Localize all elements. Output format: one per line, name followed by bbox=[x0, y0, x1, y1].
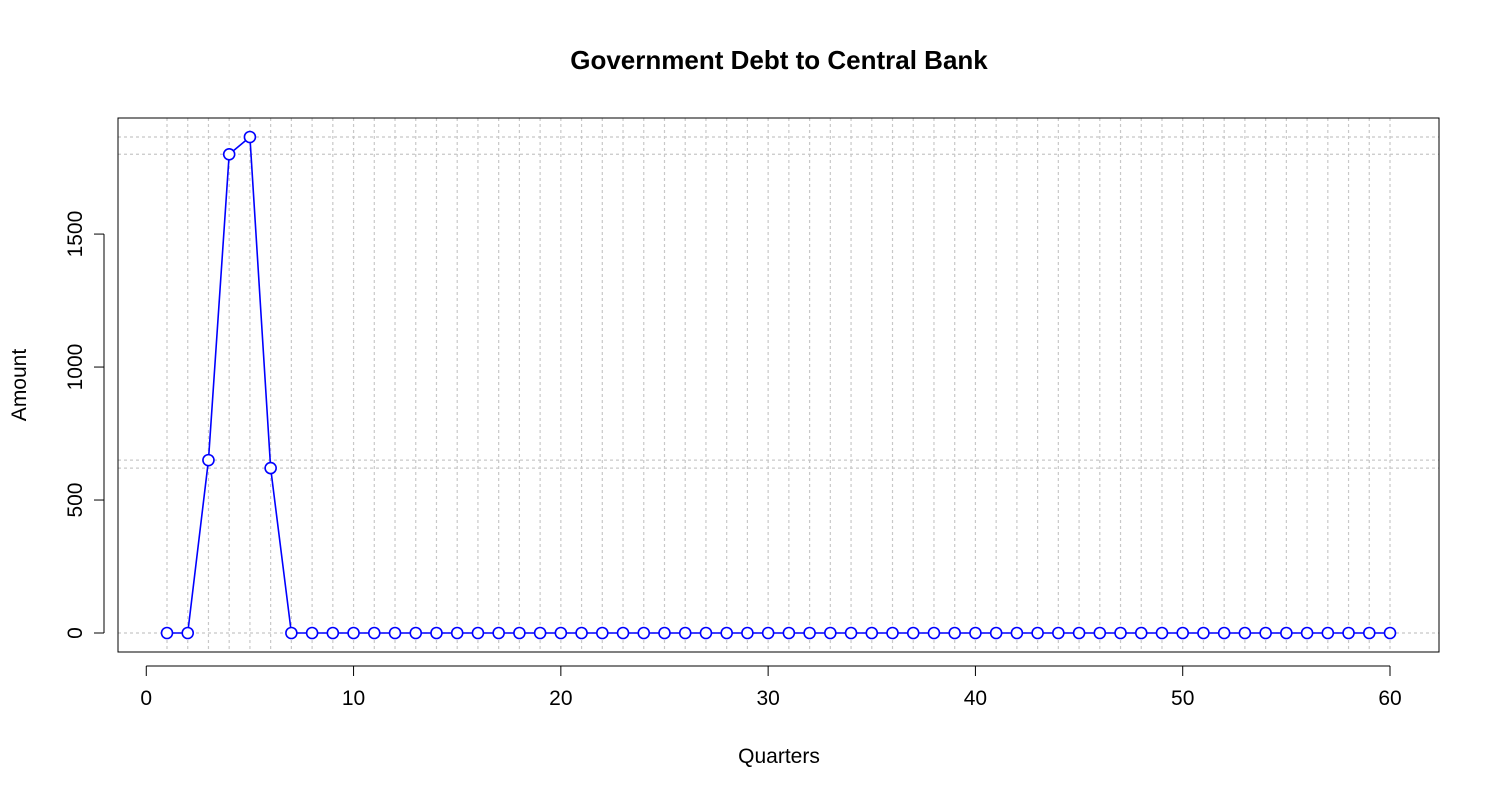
data-point bbox=[430, 626, 443, 640]
data-point bbox=[160, 626, 174, 640]
data-point bbox=[948, 626, 961, 640]
x-tick-label: 10 bbox=[342, 687, 365, 710]
plot-frame bbox=[117, 117, 1440, 653]
data-point bbox=[471, 626, 485, 640]
series-points-layer bbox=[160, 130, 1397, 640]
data-point bbox=[720, 626, 733, 640]
y-tick-label: 1000 bbox=[64, 344, 87, 391]
data-point bbox=[1383, 626, 1397, 640]
data-point bbox=[1134, 626, 1148, 640]
data-point bbox=[761, 626, 775, 640]
x-tick-label: 0 bbox=[140, 687, 152, 710]
data-point bbox=[699, 626, 713, 640]
data-point bbox=[596, 626, 609, 640]
x-axis: 0 10 20 30 40 50 60 bbox=[140, 665, 1402, 710]
data-point bbox=[450, 626, 464, 640]
y-tick-label: 500 bbox=[64, 483, 87, 518]
chart-title: Government Debt to Central Bank bbox=[570, 45, 988, 75]
data-point bbox=[575, 626, 588, 640]
data-point bbox=[285, 626, 298, 640]
data-point bbox=[1259, 626, 1272, 640]
y-axis-title: Amount bbox=[8, 349, 31, 422]
data-point bbox=[513, 626, 526, 640]
data-point bbox=[844, 626, 858, 640]
data-point bbox=[1342, 626, 1355, 640]
data-point bbox=[492, 626, 505, 640]
data-point bbox=[824, 626, 837, 640]
data-point bbox=[367, 626, 381, 640]
data-point bbox=[1176, 626, 1190, 640]
grid bbox=[118, 118, 1439, 652]
data-point bbox=[554, 626, 568, 640]
data-point bbox=[1300, 626, 1314, 640]
x-tick-label: 60 bbox=[1378, 687, 1401, 710]
data-point bbox=[906, 626, 920, 640]
data-point bbox=[1114, 626, 1127, 640]
data-point bbox=[1321, 626, 1335, 640]
data-point bbox=[637, 626, 651, 640]
data-point bbox=[533, 626, 547, 640]
data-point bbox=[1155, 626, 1169, 640]
data-point bbox=[803, 626, 816, 640]
data-point bbox=[264, 461, 277, 475]
data-point bbox=[616, 626, 630, 640]
data-point bbox=[1362, 626, 1376, 640]
data-point bbox=[927, 626, 941, 640]
data-point bbox=[1238, 626, 1252, 640]
data-point bbox=[347, 626, 360, 640]
data-point bbox=[678, 626, 692, 640]
data-point bbox=[865, 626, 879, 640]
data-point bbox=[782, 626, 796, 640]
data-point bbox=[658, 626, 671, 640]
data-point bbox=[989, 626, 1003, 640]
x-axis-title: Quarters bbox=[738, 745, 820, 768]
data-point bbox=[388, 626, 402, 640]
data-point bbox=[409, 626, 423, 640]
data-point bbox=[222, 147, 236, 161]
data-point bbox=[326, 626, 340, 640]
data-point bbox=[1197, 626, 1210, 640]
series-line-layer bbox=[167, 135, 1390, 634]
data-point bbox=[1031, 626, 1044, 640]
data-point bbox=[969, 626, 982, 640]
x-tick-label: 30 bbox=[756, 687, 779, 710]
data-point bbox=[181, 626, 195, 640]
data-point bbox=[1072, 626, 1086, 640]
y-axis: 0 500 1000 1500 bbox=[64, 211, 105, 639]
y-tick-label: 1500 bbox=[64, 211, 87, 258]
series-line bbox=[167, 135, 1390, 634]
data-point bbox=[1010, 626, 1024, 640]
data-point bbox=[243, 130, 257, 144]
y-tick-label: 0 bbox=[64, 627, 87, 639]
x-tick-label: 50 bbox=[1171, 687, 1194, 710]
data-point bbox=[1093, 626, 1107, 640]
data-point bbox=[305, 626, 319, 640]
x-tick-label: 20 bbox=[549, 687, 572, 710]
x-tick-label: 40 bbox=[964, 687, 987, 710]
data-point bbox=[886, 626, 899, 640]
data-point bbox=[1280, 626, 1293, 640]
data-point bbox=[1217, 626, 1231, 640]
data-point bbox=[741, 626, 754, 640]
data-point bbox=[1052, 626, 1065, 640]
data-point bbox=[202, 453, 215, 467]
